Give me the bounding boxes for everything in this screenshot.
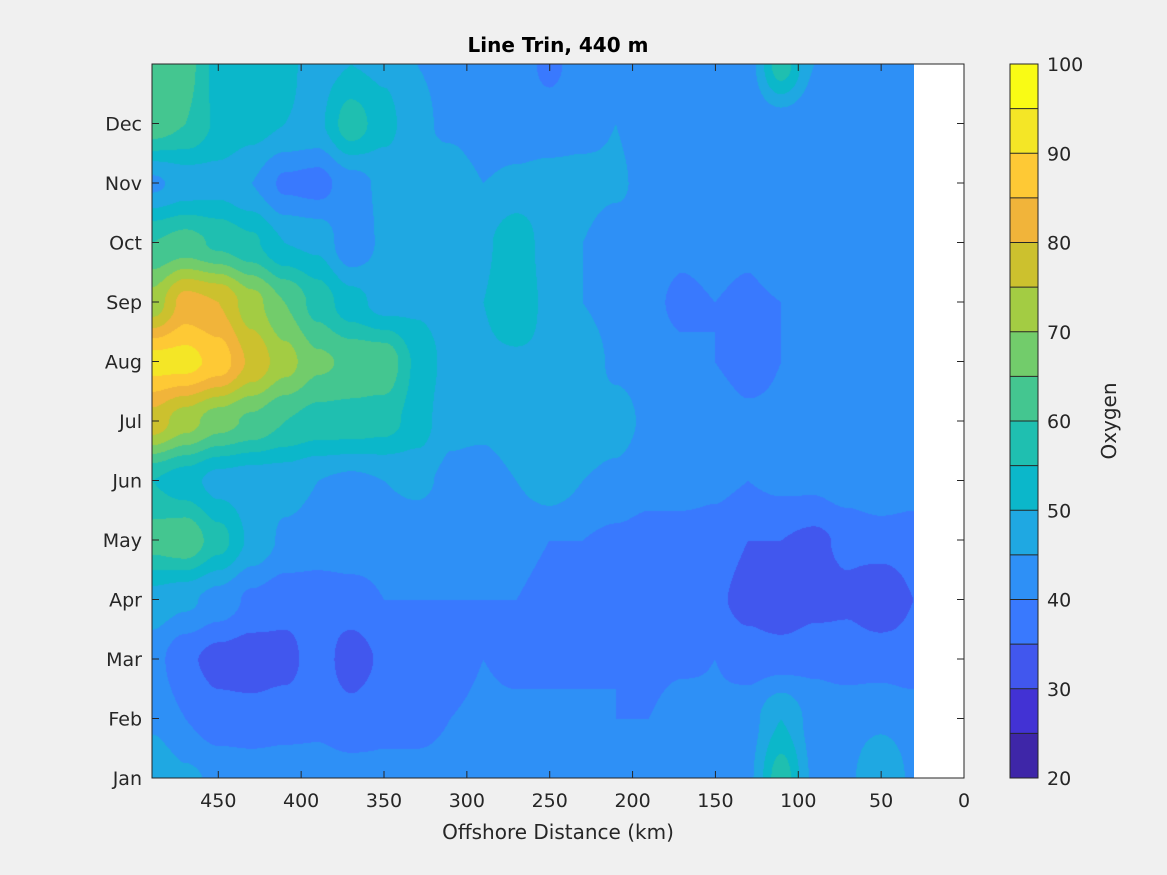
x-tick-label: 400 [283,790,319,812]
colorbar-level [1010,510,1038,556]
colorbar-tick-label: 80 [1047,233,1071,255]
chart-title: Line Trin, 440 m [468,33,649,57]
oxygen-contour-field [152,64,914,778]
colorbar-tick-label: 90 [1047,143,1071,165]
colorbar-level [1010,64,1038,110]
x-tick-label: 150 [697,790,733,812]
colorbar-level [1010,287,1038,333]
y-tick-label: Jun [111,471,142,493]
colorbar-frame [1009,63,1039,779]
y-tick-label: Feb [108,709,142,731]
colorbar-level [1010,688,1038,734]
colorbar-level [1010,599,1038,645]
x-tick-label: 250 [532,790,568,812]
colorbar-tick-label: 50 [1047,500,1071,522]
y-axis: Jan Feb Mar Apr May Jun Jul Aug Sep Oct Nov Dec [103,114,964,790]
x-tick-label: 350 [366,790,402,812]
colorbar-label: Oxygen [1097,382,1121,459]
colorbar-level [1010,554,1038,600]
x-tick-label: 450 [200,790,236,812]
colorbar-level [1010,733,1038,779]
colorbar-tick-label: 60 [1047,411,1071,433]
x-tick-label: 100 [780,790,816,812]
y-tick-label: Jan [112,768,142,790]
y-tick-label: Dec [105,114,142,136]
x-axis: 450 400 350 300 250 200 150 100 50 0 [200,64,970,812]
y-tick-label: Apr [109,590,142,612]
x-axis-label: Offshore Distance (km) [442,820,674,844]
colorbar-level [1010,108,1038,154]
colorbar-tick-label: 20 [1047,768,1071,790]
colorbar-tick-label: 40 [1047,590,1071,612]
colorbar-level [1010,242,1038,288]
colorbar: 20 30 40 50 60 70 80 90 100 [1009,54,1083,790]
colorbar-level [1010,644,1038,690]
y-tick-label: Sep [106,292,142,314]
colorbar-level [1010,197,1038,243]
y-tick-label: Oct [109,233,142,255]
y-tick-label: Aug [105,352,142,374]
colorbar-level [1010,376,1038,422]
y-tick-label: Mar [106,649,142,671]
colorbar-level [1010,465,1038,511]
y-tick-label: May [103,530,142,552]
x-tick-label: 200 [614,790,650,812]
x-tick-label: 300 [449,790,485,812]
y-tick-label: Nov [105,173,142,195]
colorbar-tick-label: 100 [1047,54,1083,76]
y-tick-label: Jul [118,411,142,433]
colorbar-level [1010,153,1038,199]
colorbar-level [1010,331,1038,377]
plot-area [151,63,965,779]
colorbar-tick-label: 30 [1047,679,1071,701]
colorbar-tick-label: 70 [1047,322,1071,344]
x-tick-label: 0 [958,790,970,812]
x-tick-label: 50 [869,790,893,812]
colorbar-level [1010,421,1038,467]
